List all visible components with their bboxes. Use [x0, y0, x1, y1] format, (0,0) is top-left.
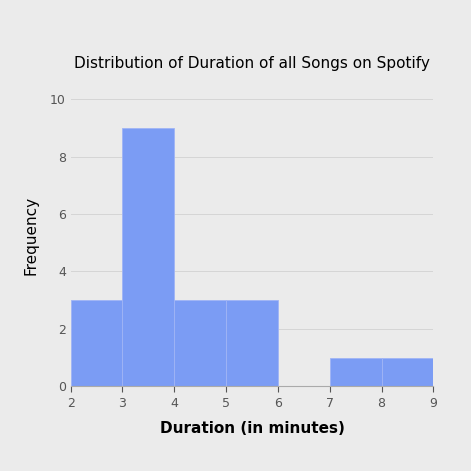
Bar	[330, 357, 382, 386]
Bar	[71, 300, 122, 386]
Bar	[174, 300, 226, 386]
X-axis label: Duration (in minutes): Duration (in minutes)	[160, 421, 344, 436]
Bar	[122, 128, 174, 386]
Bar	[382, 357, 433, 386]
Y-axis label: Frequency: Frequency	[24, 196, 39, 275]
Title: Distribution of Duration of all Songs on Spotify: Distribution of Duration of all Songs on…	[74, 56, 430, 71]
Bar	[226, 300, 278, 386]
